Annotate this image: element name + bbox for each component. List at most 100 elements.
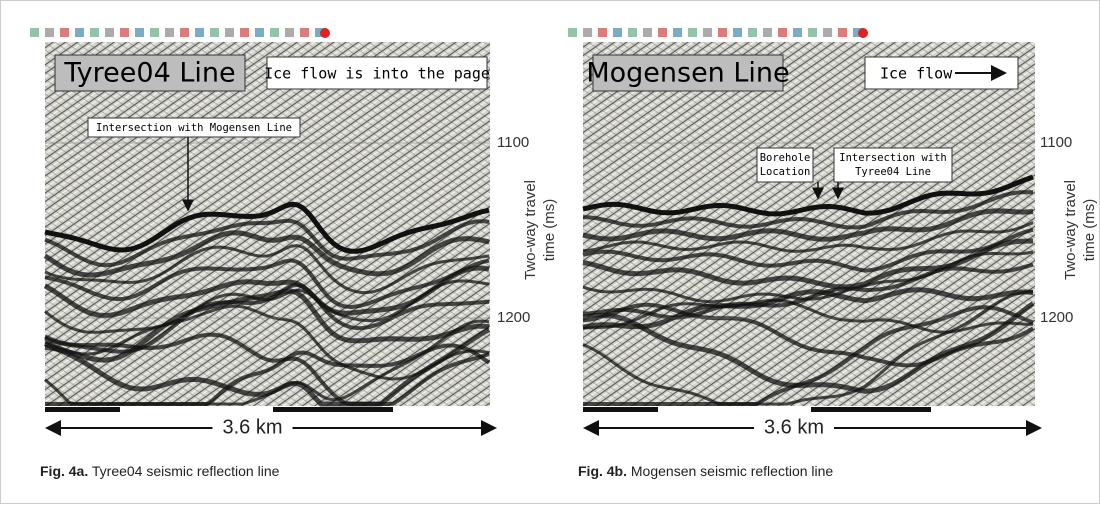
scale-label: 3.6 km: [222, 416, 282, 438]
status-bar: [583, 407, 658, 412]
annotation: Location: [760, 166, 811, 178]
reflector: [43, 327, 491, 407]
reflector: [44, 332, 490, 406]
tool-icon: [45, 28, 54, 37]
tool-icon: [75, 28, 84, 37]
stop-icon: [858, 28, 868, 38]
caption: Fig. 4a. Tyree04 seismic reflection line: [40, 463, 280, 479]
toolbar: [568, 28, 868, 38]
tool-icon: [583, 28, 592, 37]
note: Ice flow: [880, 65, 953, 83]
tool-icon: [225, 28, 234, 37]
tool-icon: [165, 28, 174, 37]
annotation-box: [756, 147, 814, 183]
tick-label: 1200: [497, 309, 530, 326]
tool-icon: [703, 28, 712, 37]
caption-text: Tyree04 seismic reflection line: [88, 463, 279, 479]
annotation: Intersection with Mogensen Line: [96, 122, 292, 134]
tool-icon: [255, 28, 264, 37]
tool-icon: [150, 28, 159, 37]
tool-icon: [60, 28, 69, 37]
tool-icon: [718, 28, 727, 37]
tool-icon: [808, 28, 817, 37]
reflector: [44, 288, 490, 363]
stop-icon: [320, 28, 330, 38]
note-box: [266, 56, 488, 90]
annotation: Borehole: [760, 152, 811, 164]
annotation: Tyree04 Line: [855, 166, 931, 178]
tick-label: 1100: [497, 134, 529, 151]
status-bar: [273, 407, 393, 412]
panel: Mogensen Line Ice flow Borehole Location Int…: [568, 28, 1098, 479]
toolbar: [30, 28, 330, 38]
tool-icon: [180, 28, 189, 37]
line-label: Mogensen Line: [586, 58, 789, 89]
tool-icon: [658, 28, 667, 37]
tool-icon: [673, 28, 682, 37]
tool-icon: [613, 28, 622, 37]
tool-icon: [210, 28, 219, 37]
reflector: [582, 208, 1034, 242]
reflector: [44, 243, 490, 295]
reflector: [44, 218, 490, 268]
reflector: [582, 298, 1034, 334]
tool-icon: [300, 28, 309, 37]
tool-icon: [853, 28, 862, 37]
status-bar: [811, 407, 931, 412]
reflector: [43, 230, 490, 278]
reflector: [582, 301, 1035, 394]
line-label-box: [54, 54, 246, 92]
reflector: [582, 190, 1034, 230]
tool-icon: [120, 28, 129, 37]
tool-icon: [598, 28, 607, 37]
tick-label: 1200: [1040, 309, 1073, 326]
tool-icon: [838, 28, 847, 37]
axis-label: Two-way travel time (ms): [1062, 180, 1098, 280]
axis-label-line: time (ms): [1081, 199, 1098, 262]
axis-label-line: time (ms): [541, 199, 558, 262]
tool-icon: [105, 28, 114, 37]
reflector: [582, 287, 1034, 330]
annotation: Intersection with: [839, 152, 946, 164]
tick-label: 1100: [1040, 134, 1072, 151]
tool-icon: [793, 28, 802, 37]
caption: Fig. 4b. Mogensen seismic reflection lin…: [578, 463, 833, 479]
annotation-box: [833, 147, 953, 183]
reflector: [44, 258, 490, 310]
caption-text: Mogensen seismic reflection line: [627, 463, 833, 479]
tool-icon: [30, 28, 39, 37]
tool-icon: [778, 28, 787, 37]
tool-icon: [748, 28, 757, 37]
scale-label: 3.6 km: [764, 416, 824, 438]
tool-icon: [315, 28, 324, 37]
tool-icon: [240, 28, 249, 37]
panel: Tyree04 Line Ice flow is into the page Int…: [30, 28, 558, 479]
tool-icon: [733, 28, 742, 37]
tool-icon: [763, 28, 772, 37]
reflector: [582, 290, 1034, 406]
reflector: [582, 262, 1034, 320]
caption-figure: Fig. 4b.: [578, 463, 627, 479]
reflector: [45, 343, 491, 406]
reflector: [44, 282, 490, 354]
tool-icon: [688, 28, 697, 37]
tool-icon: [643, 28, 652, 37]
line-label: Tyree04 Line: [63, 58, 235, 89]
tool-icon: [270, 28, 279, 37]
axis-label-line: Two-way travel: [1062, 180, 1079, 280]
note: Ice flow is into the page: [264, 65, 490, 83]
caption-figure: Fig. 4a.: [40, 463, 88, 479]
reflector: [582, 221, 1034, 253]
tool-icon: [823, 28, 832, 37]
tool-icon: [135, 28, 144, 37]
annotation-box: [87, 117, 301, 138]
tool-icon: [628, 28, 637, 37]
reflector: [582, 238, 1034, 290]
axis-label: Two-way travel time (ms): [522, 180, 558, 280]
reflector: [582, 227, 1034, 273]
line-label-box: [592, 54, 784, 92]
tool-icon: [568, 28, 577, 37]
tool-icon: [90, 28, 99, 37]
reflector: [583, 305, 1034, 406]
